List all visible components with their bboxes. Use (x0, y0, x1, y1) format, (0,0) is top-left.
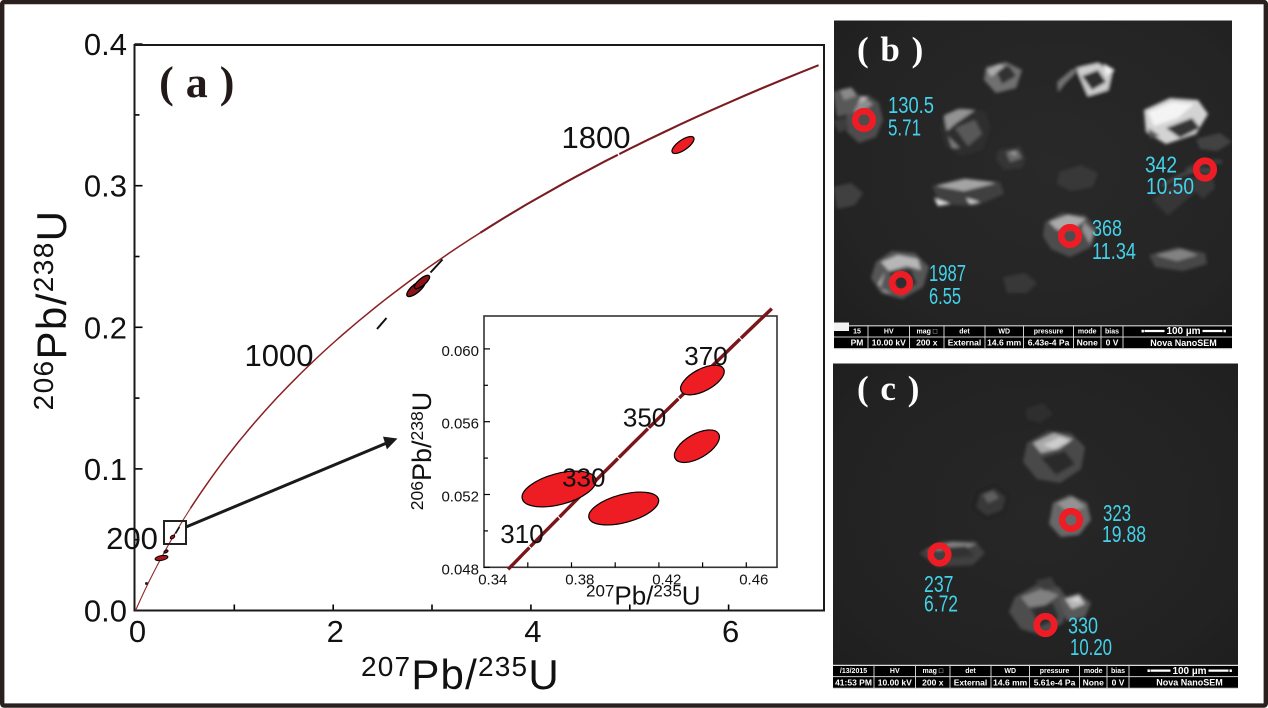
svg-text:15: 15 (853, 328, 861, 335)
svg-text:368: 368 (1092, 215, 1122, 241)
svg-text:323: 323 (1103, 500, 1131, 526)
svg-text:14.6 mm: 14.6 mm (993, 677, 1027, 687)
svg-text:0: 0 (129, 614, 146, 649)
svg-text:0.46: 0.46 (739, 572, 768, 589)
svg-text:0.048: 0.048 (441, 561, 479, 578)
svg-text:237: 237 (924, 571, 954, 597)
svg-text:130.5: 130.5 (888, 92, 934, 118)
svg-text:207Pb/235U: 207Pb/235U (586, 581, 701, 611)
svg-text:330: 330 (562, 463, 605, 493)
svg-text:10.50: 10.50 (1146, 173, 1194, 199)
svg-text:( b ): ( b ) (857, 30, 925, 69)
svg-text:0.4: 0.4 (84, 27, 127, 62)
svg-text:0.2: 0.2 (84, 310, 127, 345)
svg-text:HV: HV (890, 668, 900, 675)
svg-text:310: 310 (500, 519, 543, 549)
svg-text:External: External (948, 338, 982, 348)
svg-text:det: det (959, 328, 970, 335)
svg-text:1000: 1000 (245, 338, 314, 373)
svg-text:200: 200 (106, 521, 158, 556)
svg-text:200 x: 200 x (916, 338, 938, 348)
svg-text:370: 370 (684, 341, 727, 371)
svg-text:207Pb/235U: 207Pb/235U (361, 651, 560, 698)
svg-text:2: 2 (327, 614, 344, 649)
svg-text:0.060: 0.060 (441, 343, 479, 360)
svg-text:0.38: 0.38 (565, 572, 594, 589)
svg-text:( c ): ( c ) (857, 369, 921, 408)
svg-text:Nova NanoSEM: Nova NanoSEM (1150, 338, 1217, 348)
svg-text:WD: WD (998, 328, 1010, 335)
svg-text:pressure: pressure (1040, 668, 1070, 675)
svg-text:Nova NanoSEM: Nova NanoSEM (1156, 677, 1223, 687)
svg-text:5.71: 5.71 (888, 115, 921, 141)
svg-text:0.056: 0.056 (441, 416, 479, 433)
svg-text:PM: PM (851, 338, 864, 348)
svg-text:/13/2015: /13/2015 (840, 668, 867, 675)
svg-text:6.72: 6.72 (924, 591, 958, 617)
svg-text:det: det (965, 668, 976, 675)
svg-text:1800: 1800 (562, 120, 631, 155)
svg-text:0.052: 0.052 (441, 489, 479, 506)
svg-text:100 µm: 100 µm (1172, 666, 1206, 677)
svg-text:6.43e-4 Pa: 6.43e-4 Pa (1028, 338, 1070, 348)
svg-text:mode: mode (1078, 328, 1097, 335)
svg-text:bias: bias (1105, 328, 1119, 335)
svg-text:11.34: 11.34 (1092, 238, 1136, 264)
svg-text:0 V: 0 V (1106, 338, 1119, 348)
svg-text:HV: HV (884, 328, 894, 335)
svg-text:bias: bias (1111, 668, 1125, 675)
svg-text:WD: WD (1004, 668, 1016, 675)
svg-text:0.0: 0.0 (84, 594, 127, 629)
svg-text:None: None (1083, 677, 1105, 687)
svg-text:10.20: 10.20 (1070, 634, 1112, 660)
svg-text:4: 4 (524, 614, 541, 649)
svg-text:19.88: 19.88 (1102, 521, 1146, 547)
svg-text:5.61e-4 Pa: 5.61e-4 Pa (1034, 677, 1076, 687)
svg-text:0.1: 0.1 (84, 452, 127, 487)
svg-text:None: None (1077, 338, 1099, 348)
svg-text:( a ): ( a ) (159, 58, 235, 107)
svg-text:350: 350 (623, 403, 666, 433)
svg-text:6: 6 (722, 614, 739, 649)
svg-text:200 x: 200 x (922, 677, 944, 687)
svg-text:mag □: mag □ (917, 328, 938, 335)
svg-text:41:53 PM: 41:53 PM (835, 677, 872, 687)
svg-text:0.3: 0.3 (84, 169, 127, 204)
svg-text:pressure: pressure (1034, 328, 1064, 335)
svg-text:100 µm: 100 µm (1166, 326, 1200, 337)
svg-text:10.00 kV: 10.00 kV (878, 677, 912, 687)
svg-text:10.00 kV: 10.00 kV (872, 338, 906, 348)
svg-text:1987: 1987 (929, 260, 966, 286)
svg-text:0.42: 0.42 (652, 572, 681, 589)
svg-text:342: 342 (1145, 152, 1177, 178)
svg-text:206Pb/238U: 206Pb/238U (407, 392, 437, 510)
svg-text:External: External (954, 677, 988, 687)
svg-text:14.6 mm: 14.6 mm (987, 338, 1021, 348)
svg-text:0 V: 0 V (1112, 677, 1125, 687)
svg-text:mag □: mag □ (923, 668, 944, 675)
svg-text:6.55: 6.55 (929, 283, 961, 309)
svg-text:0.34: 0.34 (478, 572, 507, 589)
svg-text:mode: mode (1084, 668, 1103, 675)
svg-text:330: 330 (1068, 613, 1098, 639)
svg-text:206Pb/238U: 206Pb/238U (28, 210, 75, 411)
